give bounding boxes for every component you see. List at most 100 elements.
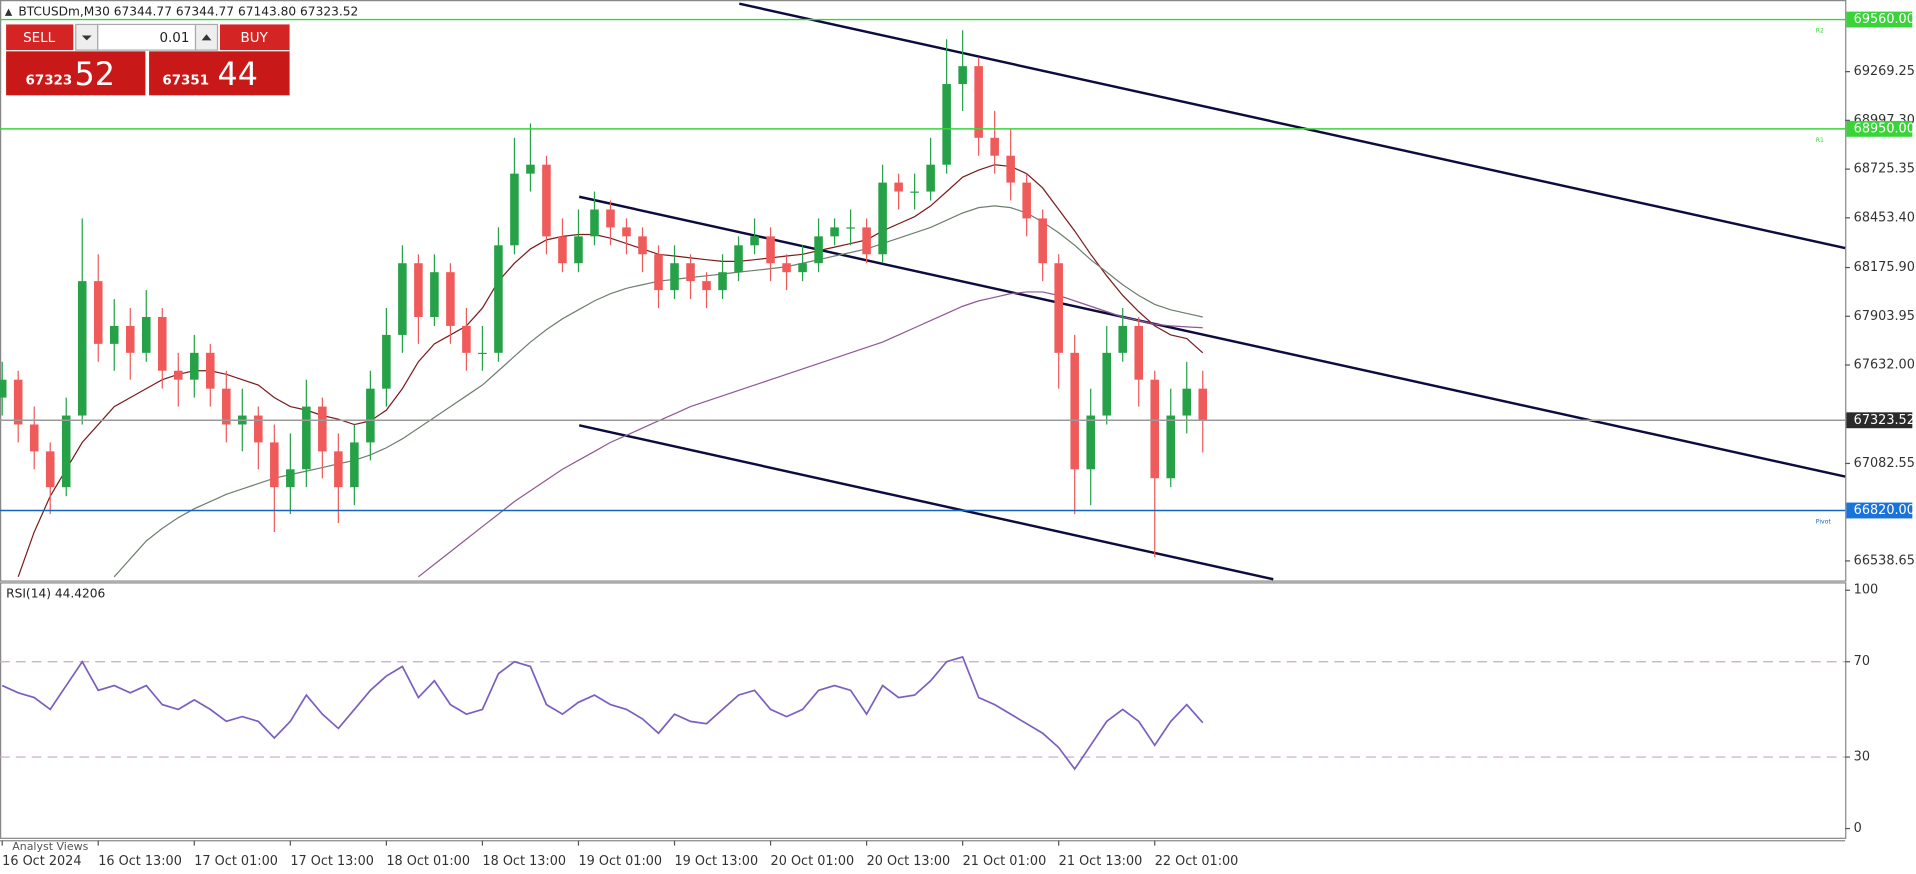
candle-body [1006,155,1015,183]
candle-body [1182,388,1192,416]
price-level-box [1846,120,1913,137]
candle-body [590,209,599,237]
candle-body [926,164,935,192]
candle-body [846,227,855,229]
candle-body [798,263,807,273]
candle-body [29,424,39,452]
chart-layer: 69269.2568997.3068725.3568453.4068175.90… [0,11,1915,869]
candle-body [878,182,887,255]
one-click-trading: SELL 0.01 BUY 67323 52 67351 44 [6,23,290,96]
candle-body [286,469,295,488]
x-tick-label: 20 Oct 13:00 [867,854,951,869]
candle-body [510,173,519,246]
candle-body [622,227,631,237]
y-tick-label: 67082.55 [1854,456,1915,471]
price-level-box [1846,412,1913,429]
candle-body [382,334,391,389]
candle-body [830,227,839,237]
bid-main: 67323 [26,74,73,89]
rsi-panel-border [0,582,1847,839]
trend-line[interactable] [739,2,1846,250]
candle-body [462,325,471,353]
y-tick-label: 68175.90 [1854,260,1915,275]
y-tick-label: 70 [1854,654,1870,669]
price-level-box [1846,502,1913,519]
candle-body [814,236,823,264]
candle-body [782,263,791,273]
candle-body [766,236,775,264]
candle-body [157,316,167,371]
y-tick-label: 66538.65 [1854,553,1915,568]
candle-body [958,66,967,85]
candle-body [654,254,663,291]
candle-body [670,263,679,291]
candle-body [61,415,71,488]
candle-body [254,415,263,443]
candle-body [93,281,103,344]
x-tick-label: 20 Oct 01:00 [771,854,855,869]
buy-label: BUY [241,31,269,46]
candle-body [1118,325,1127,353]
ask-pips: 44 [218,57,258,93]
candle-body [302,406,311,470]
candle-body [750,236,759,246]
candle-body [990,137,999,156]
price-level-tag: R1 [1816,137,1824,144]
rsi-title: RSI(14) 44.4206 [6,586,105,600]
rsi-line [1,655,1204,771]
x-tick-label: 21 Oct 01:00 [963,854,1047,869]
sell-price-box[interactable] [6,51,146,96]
candle-body [1070,352,1079,470]
candle-body [862,227,871,255]
sell-button[interactable] [6,24,74,51]
candle-body [174,370,183,380]
candle-body [974,66,983,138]
candle-body [702,281,711,291]
candle-body [270,442,279,488]
candle-body [1166,415,1176,479]
volume-value: 0.01 [159,31,189,46]
trend-line[interactable] [578,424,1274,581]
x-tick-label: 18 Oct 13:00 [482,854,566,869]
candle-body [45,451,55,488]
candle-body [1150,379,1160,479]
candle-body [125,325,135,353]
price-level-tag: R2 [1816,28,1824,35]
candle-body [606,209,615,228]
x-tick-label: 21 Oct 13:00 [1059,854,1143,869]
price-level-label: 66820.00 [1854,503,1915,518]
candle-body [141,316,151,353]
analyst-views-tab[interactable]: Analyst Views [12,840,88,853]
price-level-label: 67323.52 [1854,413,1915,428]
buy-price-box[interactable] [149,51,290,96]
candle-body [542,164,551,237]
candle-body [478,352,487,355]
candle-body [718,272,727,291]
candle-body [414,263,423,317]
sell-label: SELL [23,31,56,46]
candle-body [526,164,535,174]
y-tick-label: 100 [1854,583,1878,598]
y-tick-label: 67903.95 [1854,309,1915,324]
x-tick-label: 16 Oct 13:00 [98,854,182,869]
candle-body [366,388,375,443]
candle-body [894,182,903,192]
y-tick-label: 67632.00 [1854,358,1915,373]
candle-body [686,263,695,282]
trend-line[interactable] [578,195,1846,478]
candle-body [494,245,503,353]
buy-button[interactable] [219,24,290,51]
x-tick-label: 22 Oct 01:00 [1155,854,1239,869]
volume-input[interactable] [97,23,197,51]
candle-body [1038,218,1047,264]
down-arrow [81,35,92,41]
candle-body [1022,182,1031,219]
candle-body [942,84,951,165]
x-tick-label: 18 Oct 01:00 [386,854,470,869]
candle-body [334,451,343,488]
x-tick-label: 17 Oct 13:00 [290,854,374,869]
symbol-icon [4,8,13,16]
main-panel-border [0,0,1847,582]
candle-body [734,245,743,273]
